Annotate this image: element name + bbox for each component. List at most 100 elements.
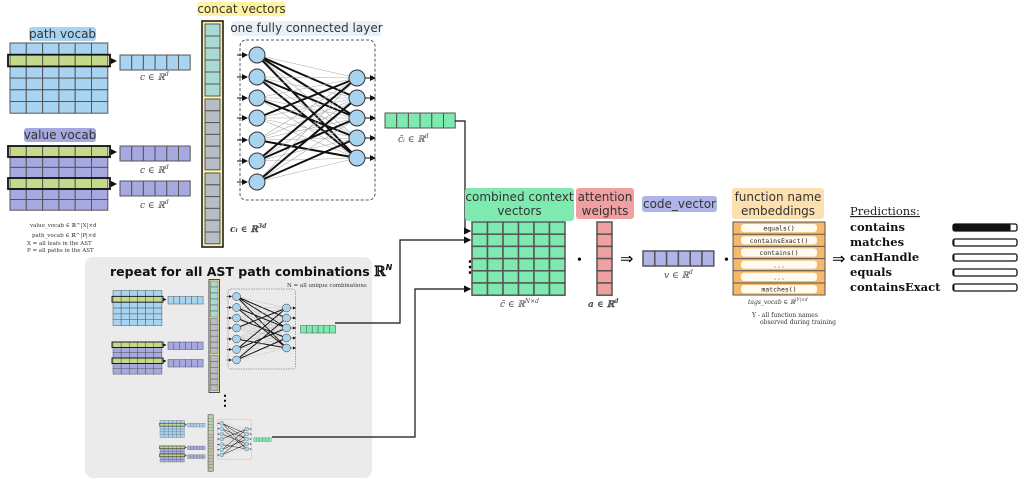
cell [91,166,109,179]
cell [25,89,44,103]
cell [517,233,535,248]
prediction-label: contains [850,220,905,234]
cell [131,54,144,71]
cell [431,112,444,129]
cell [9,101,27,114]
cell [74,188,92,201]
cell [142,180,156,197]
function-name-pill [741,285,817,294]
prediction-bar-track [952,253,1018,262]
prediction-bar-fill [953,269,955,276]
y-def: Y - all function names observed during tr… [751,312,836,326]
cell [486,233,504,248]
dot-op-2: • [724,253,729,268]
cell [91,77,109,91]
cell [154,180,168,197]
function-name-4: ... [773,274,785,282]
concat-vectors-label: concat vectors [197,2,285,16]
cell [42,177,60,190]
attention-label: attention weights [578,190,633,218]
concat-path-part [204,23,221,97]
fc-connection [256,97,358,119]
concat-value-part [204,172,221,245]
code-vector-label: code_vector [643,197,716,211]
connector-3 [272,285,472,438]
cell [502,282,520,296]
cell [58,177,76,190]
v-label: v ∈ ℝd [664,269,693,281]
cell [25,54,44,67]
cell [204,71,221,85]
connector-2 [335,236,472,324]
tags-vocab-label: tags_vocab ∈ ℝ|Y|×d [748,297,808,306]
value-embedding-vector [119,145,191,162]
cell [548,245,566,260]
output-neuron [348,149,366,167]
path-vocab-label: path vocab [29,27,96,41]
output-neuron [348,69,366,87]
cell [204,23,221,37]
cell [533,257,551,272]
input-neuron [248,131,266,149]
implies-op-2: ⇒ [832,251,845,268]
implies-op-1: ⇒ [620,251,633,268]
cell [9,177,27,190]
cell [131,145,144,162]
cell [91,177,109,190]
fc-connection [256,97,358,183]
fc-connection [256,54,358,159]
dot-op-1: • [577,253,582,268]
value-embedding-vector [119,180,191,197]
cell [204,47,221,61]
fc-connection [256,157,358,183]
cell [119,145,133,162]
cell [204,35,221,49]
fc-connection [256,77,358,119]
prediction-bar-fill [953,254,955,261]
cell [25,65,44,79]
prediction-bar-track [952,283,1018,292]
cell [533,221,551,235]
note-value-vocab: value_vocab ∈ ℝ^|X|×d [29,222,97,229]
cell [204,219,221,233]
input-neuron [248,109,266,127]
cell [407,112,421,129]
cell [91,188,109,201]
cell [471,221,489,235]
cell [25,101,44,114]
prediction-label: containsExact [850,280,941,294]
cell [178,180,191,197]
cell [486,221,504,235]
cell [471,233,489,248]
cell [25,199,44,211]
fc-layer-label-bg [232,21,381,36]
cell [42,156,60,168]
cell [58,199,76,211]
fc-connection [256,77,358,183]
cell [58,77,76,91]
c-value2-label: c ∈ ℝd [140,199,169,211]
cell [178,54,191,71]
cell [443,112,456,129]
cell [486,270,504,284]
c-tilde-i-label: c̃ᵢ ∈ ℝd [398,133,429,145]
prediction-label: canHandle [850,250,919,264]
function-name-0: equals() [763,225,794,233]
fc-layer-label: one fully connected layer [230,21,382,35]
value-vocab-label: value vocab [24,128,97,142]
cell [166,180,180,197]
cell [548,221,566,235]
output-neuron [348,109,366,127]
output-neuron [348,129,366,147]
cell [166,54,180,71]
fc-connection [256,117,358,183]
cell [204,184,221,198]
connector-1 [455,120,472,235]
fc-connection [256,77,358,141]
cell [502,233,520,248]
cell [91,101,109,114]
c-i-label: cᵢ ∈ ℝ3d [230,223,267,235]
cell [204,59,221,73]
cell [91,199,109,211]
input-neuron [248,46,266,64]
